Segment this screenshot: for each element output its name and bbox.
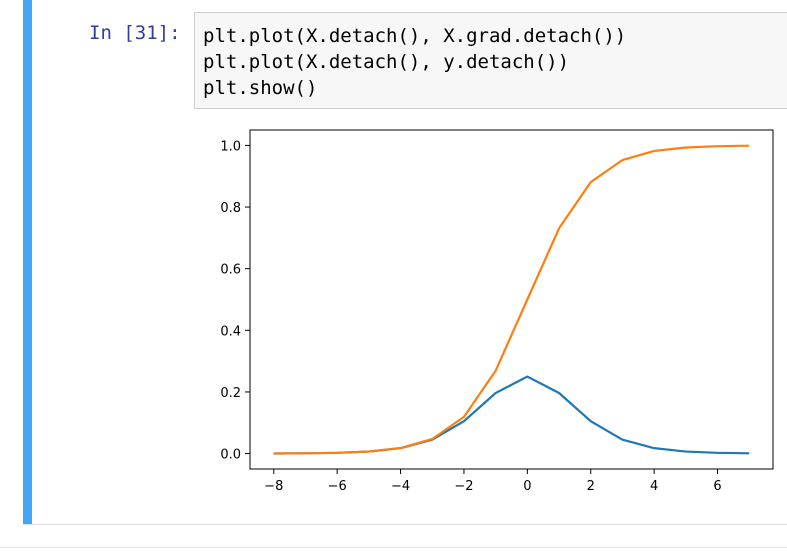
x-tick-label: 2: [587, 479, 595, 494]
y-tick-label: 0.0: [220, 448, 241, 463]
axes-frame: [249, 129, 774, 470]
series-line-1: [273, 375, 750, 455]
x-tick-label: 6: [713, 479, 721, 494]
output-plot: −8 −6 −4 −2 0 2 4 6 0.0 0.2 0.4 0.6 0.8 1.0: [220, 129, 774, 494]
y-tick-label: 0.8: [220, 201, 241, 216]
code-editor[interactable]: plt.plot(X.detach(), X.grad.detach()) pl…: [194, 12, 787, 109]
x-tick-label: −2: [454, 479, 473, 494]
y-tick-label: 0.6: [220, 263, 241, 278]
x-tick-label: −8: [264, 479, 283, 494]
plot-area: −8 −6 −4 −2 0 2 4 6 0.0 0.2 0.4 0.6 0.8 1.0: [220, 129, 774, 494]
x-tick-label: 0: [523, 479, 531, 494]
x-tick-label: 4: [650, 479, 658, 494]
code-line: plt.plot(X.detach(), y.detach()): [203, 51, 570, 73]
x-tick-label: −4: [391, 479, 410, 494]
x-tick-label: −6: [328, 479, 347, 494]
input-prompt: In [31]:: [89, 22, 181, 44]
cell-selection-bar: [23, 0, 32, 524]
y-tick-label: 0.2: [220, 386, 241, 401]
code-line: plt.show(): [203, 77, 318, 99]
code-line: plt.plot(X.detach(), X.grad.detach()): [203, 25, 627, 47]
divider: [0, 547, 787, 548]
y-tick-label: 1.0: [220, 139, 241, 154]
notebook-cell[interactable]: [23, 0, 787, 525]
y-tick-label: 0.4: [220, 324, 241, 339]
series-line-2: [273, 144, 750, 455]
